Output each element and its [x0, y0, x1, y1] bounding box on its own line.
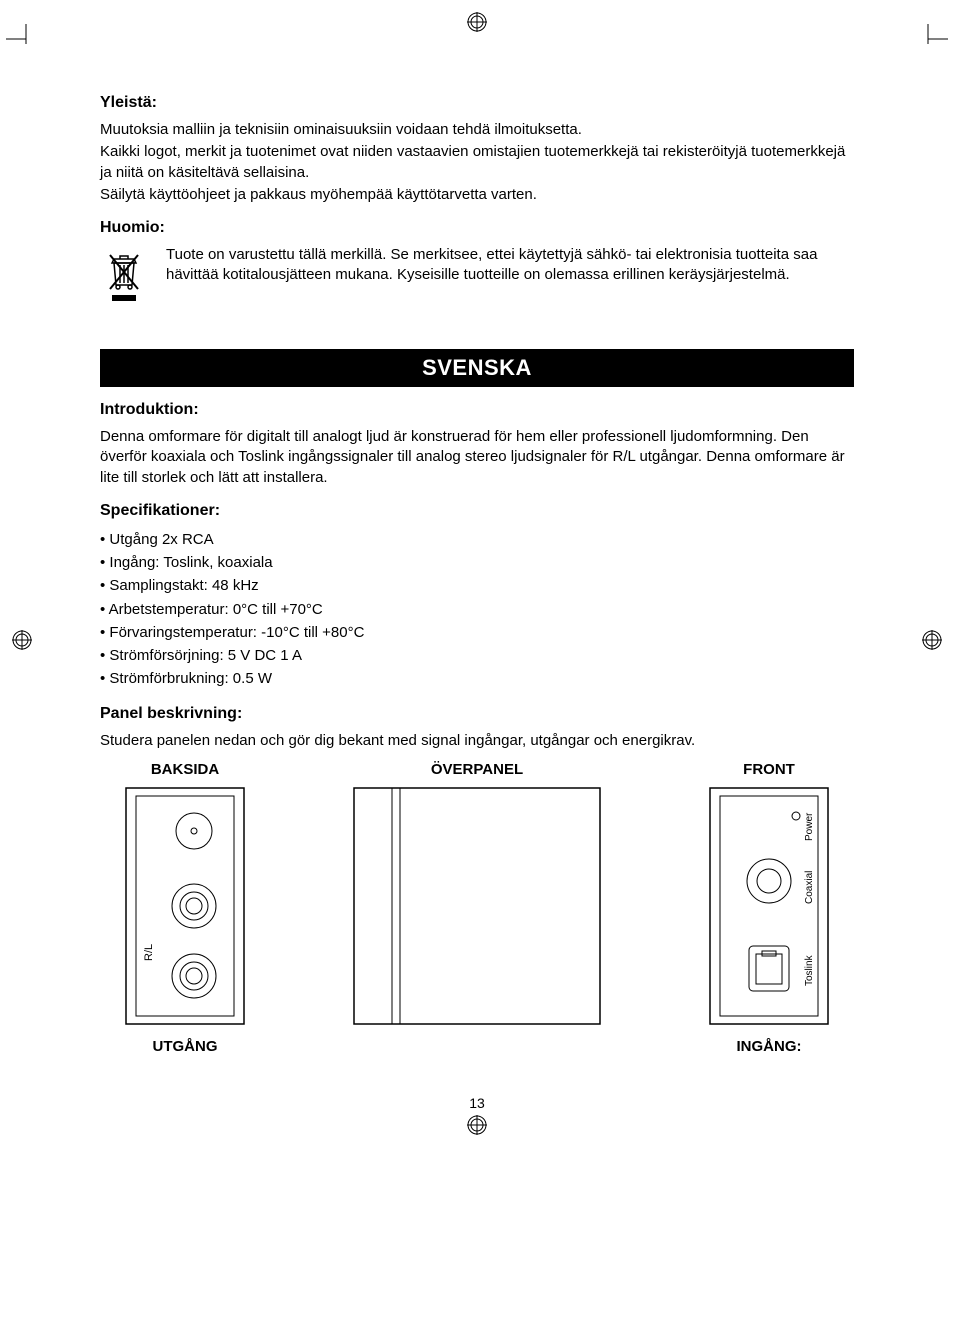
spec-item: Förvaringstemperatur: -10°C till +80°C — [100, 621, 854, 644]
swedish-language-header: SVENSKA — [100, 349, 854, 387]
finnish-general-heading: Yleistä: — [100, 94, 854, 112]
spec-item: Ingång: Toslink, koaxiala — [100, 551, 854, 574]
top-panel-label: ÖVERPANEL — [431, 761, 523, 778]
top-panel-column: ÖVERPANEL — [352, 761, 602, 1055]
top-panel-diagram — [352, 786, 602, 1026]
weee-icon — [100, 245, 148, 309]
swedish-intro-text: Denna omformare för digitalt till analog… — [100, 427, 854, 488]
finnish-attention-text: Tuote on varustettu tällä merkillä. Se m… — [166, 245, 854, 286]
swedish-panel-heading: Panel beskrivning: — [100, 705, 854, 723]
front-panel-diagram: Power Coaxial Toslink — [704, 786, 834, 1026]
finnish-general-p2: Kaikki logot, merkit ja tuotenimet ovat … — [100, 142, 854, 183]
swedish-spec-list: Utgång 2x RCA Ingång: Toslink, koaxiala … — [100, 528, 854, 691]
swedish-intro-heading: Introduktion: — [100, 401, 854, 419]
finnish-general-p3: Säilytä käyttöohjeet ja pakkaus myöhempä… — [100, 185, 854, 205]
top-panel-sublabel — [475, 1038, 479, 1055]
back-panel-sublabel: UTGÅNG — [153, 1038, 218, 1055]
swedish-intro-section: Introduktion: Denna omformare för digita… — [100, 401, 854, 488]
back-panel-label: BAKSIDA — [151, 761, 219, 778]
finnish-attention-section: Huomio: — [100, 219, 854, 309]
spec-item: Strömförsörjning: 5 V DC 1 A — [100, 644, 854, 667]
finnish-attention-heading: Huomio: — [100, 219, 854, 237]
spec-item: Utgång 2x RCA — [100, 528, 854, 551]
spec-item: Arbetstemperatur: 0°C till +70°C — [100, 598, 854, 621]
panel-diagram-row: BAKSIDA DC/5V R/L — [100, 761, 854, 1055]
power-label: Power — [804, 812, 815, 841]
coaxial-label: Coaxial — [804, 870, 815, 903]
front-panel-column: FRONT Power Coaxial Toslink — [704, 761, 834, 1055]
back-panel-diagram: DC/5V R/L — [120, 786, 250, 1026]
spec-item: Strömförbrukning: 0.5 W — [100, 667, 854, 690]
spec-item: Samplingstakt: 48 kHz — [100, 574, 854, 597]
swedish-spec-heading: Specifikationer: — [100, 502, 854, 520]
swedish-spec-section: Specifikationer: Utgång 2x RCA Ingång: T… — [100, 502, 854, 691]
swedish-panel-section: Panel beskrivning: Studera panelen nedan… — [100, 705, 854, 1055]
rl-port-label: R/L — [143, 944, 155, 961]
front-panel-label: FRONT — [743, 761, 795, 778]
page-content: Yleistä: Muutoksia malliin ja teknisiin … — [0, 0, 954, 1151]
page-number: 13 — [100, 1095, 854, 1111]
finnish-general-section: Yleistä: Muutoksia malliin ja teknisiin … — [100, 94, 854, 205]
back-panel-column: BAKSIDA DC/5V R/L — [120, 761, 250, 1055]
swedish-panel-text: Studera panelen nedan och gör dig bekant… — [100, 731, 854, 751]
toslink-label: Toslink — [804, 954, 815, 986]
finnish-general-p1: Muutoksia malliin ja teknisiin ominaisuu… — [100, 120, 854, 140]
front-panel-sublabel: INGÅNG: — [737, 1038, 802, 1055]
